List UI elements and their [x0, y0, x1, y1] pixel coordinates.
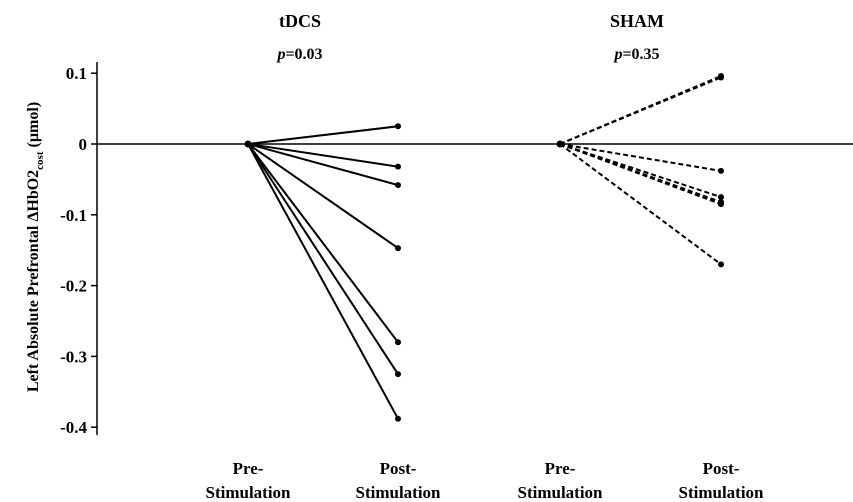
y-axis	[91, 62, 853, 435]
y-tick-label: 0	[79, 135, 88, 154]
post-point	[395, 245, 401, 252]
post-point	[395, 415, 401, 422]
y-axis-label-text: Left Absolute Prefrontal ΔHbO2cost (µmol…	[25, 102, 46, 392]
p-symbol: p	[612, 46, 622, 63]
subject-line	[247, 143, 399, 343]
x-category-label: Post- Stimulation	[355, 459, 441, 502]
post-point	[718, 261, 724, 268]
subject-line	[559, 143, 722, 206]
subject-line	[247, 143, 399, 168]
subject-line	[247, 143, 399, 187]
y-tick-labels: 0.1 0 -0.1 -0.2 -0.3 -0.4	[60, 64, 87, 437]
p-value: =0.03	[285, 46, 322, 63]
subject-line	[247, 143, 399, 375]
x-category-line: Stimulation	[355, 483, 441, 502]
y-tick-label: 0.1	[66, 64, 87, 83]
x-category-label: Post- Stimulation	[678, 459, 764, 502]
p-symbol: p	[275, 46, 285, 63]
post-point	[395, 339, 401, 346]
p-value-label: p=0.03	[275, 46, 322, 63]
pre-point	[556, 140, 564, 148]
y-axis-label-unit: (µmol)	[25, 102, 42, 152]
x-category-line: Stimulation	[517, 483, 603, 502]
x-category-line: Pre-	[233, 459, 264, 478]
x-category-line: Stimulation	[678, 483, 764, 502]
post-point	[718, 74, 724, 81]
p-value: =0.35	[622, 46, 659, 63]
x-category-line: Stimulation	[205, 483, 291, 502]
x-category-label: Pre- Stimulation	[205, 459, 291, 502]
y-tick-label: -0.3	[60, 347, 87, 366]
y-tick-label: -0.2	[60, 277, 87, 296]
x-category-line: Post-	[380, 459, 417, 478]
y-axis-label: Left Absolute Prefrontal ΔHbO2cost (µmol…	[25, 102, 46, 392]
y-axis-label-main: Left Absolute Prefrontal ΔHbO2	[25, 170, 42, 392]
subject-line	[559, 75, 722, 145]
post-point	[395, 163, 401, 170]
post-point	[395, 182, 401, 189]
post-point	[718, 194, 724, 201]
subject-line	[559, 143, 722, 172]
y-tick-label: -0.4	[60, 418, 87, 437]
post-point	[395, 123, 401, 130]
subject-line	[247, 125, 399, 145]
y-tick-label: -0.1	[60, 206, 87, 225]
pre-point	[244, 140, 252, 148]
panel-title: tDCS	[279, 11, 321, 31]
subject-line	[559, 76, 722, 145]
post-point	[718, 201, 724, 208]
panel-tdcs: tDCS p=0.03 Pre- Stimulation Post- Stimulatio…	[205, 11, 441, 502]
post-point	[718, 167, 724, 174]
post-point	[395, 371, 401, 378]
subject-line	[559, 143, 722, 266]
x-category-line: Pre-	[545, 459, 576, 478]
x-category-label: Pre- Stimulation	[517, 459, 603, 502]
panel-sham: SHAM p=0.35 Pre- Stimulation Post- Stimulatio…	[517, 11, 764, 502]
p-value-label: p=0.35	[612, 46, 659, 63]
y-axis-label-subscript: cost	[34, 151, 46, 170]
panels: tDCSp=0.03Pre-StimulationPost-Stimulatio…	[205, 11, 764, 502]
subject-line	[247, 143, 399, 420]
subject-line	[247, 143, 399, 249]
panel-title: SHAM	[610, 11, 664, 31]
x-category-line: Post-	[703, 459, 740, 478]
